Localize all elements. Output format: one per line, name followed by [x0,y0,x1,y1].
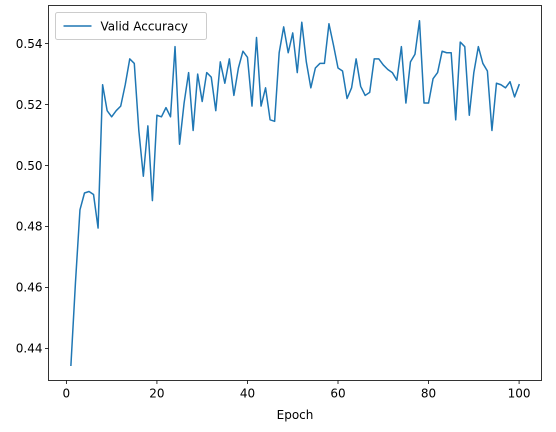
x-tick-label: 80 [421,387,436,401]
x-tick-label: 20 [149,387,164,401]
y-tick-label: 0.52 [16,98,43,112]
x-axis-label: Epoch [277,408,314,422]
x-tick-label: 0 [63,387,71,401]
x-tick-label: 60 [330,387,345,401]
plot-area [48,5,542,381]
y-tick-label: 0.44 [16,342,43,356]
y-tick-label: 0.48 [16,220,43,234]
y-tick-label: 0.50 [16,159,43,173]
x-axis: 0 20 40 60 80 100 [63,380,531,401]
legend: Valid Accuracy [55,12,207,40]
plot-frame [48,5,542,381]
legend-box [55,12,207,40]
y-tick-label: 0.46 [16,281,43,295]
x-tick-label: 40 [240,387,255,401]
series-line-valid-accuracy [70,19,521,367]
x-tick-label: 100 [508,387,531,401]
y-axis: 0.44 0.46 0.48 0.50 0.52 0.54 [16,37,49,356]
legend-label-valid-accuracy: Valid Accuracy [101,20,189,34]
y-tick-label: 0.54 [16,37,43,51]
series-layer [70,19,521,367]
